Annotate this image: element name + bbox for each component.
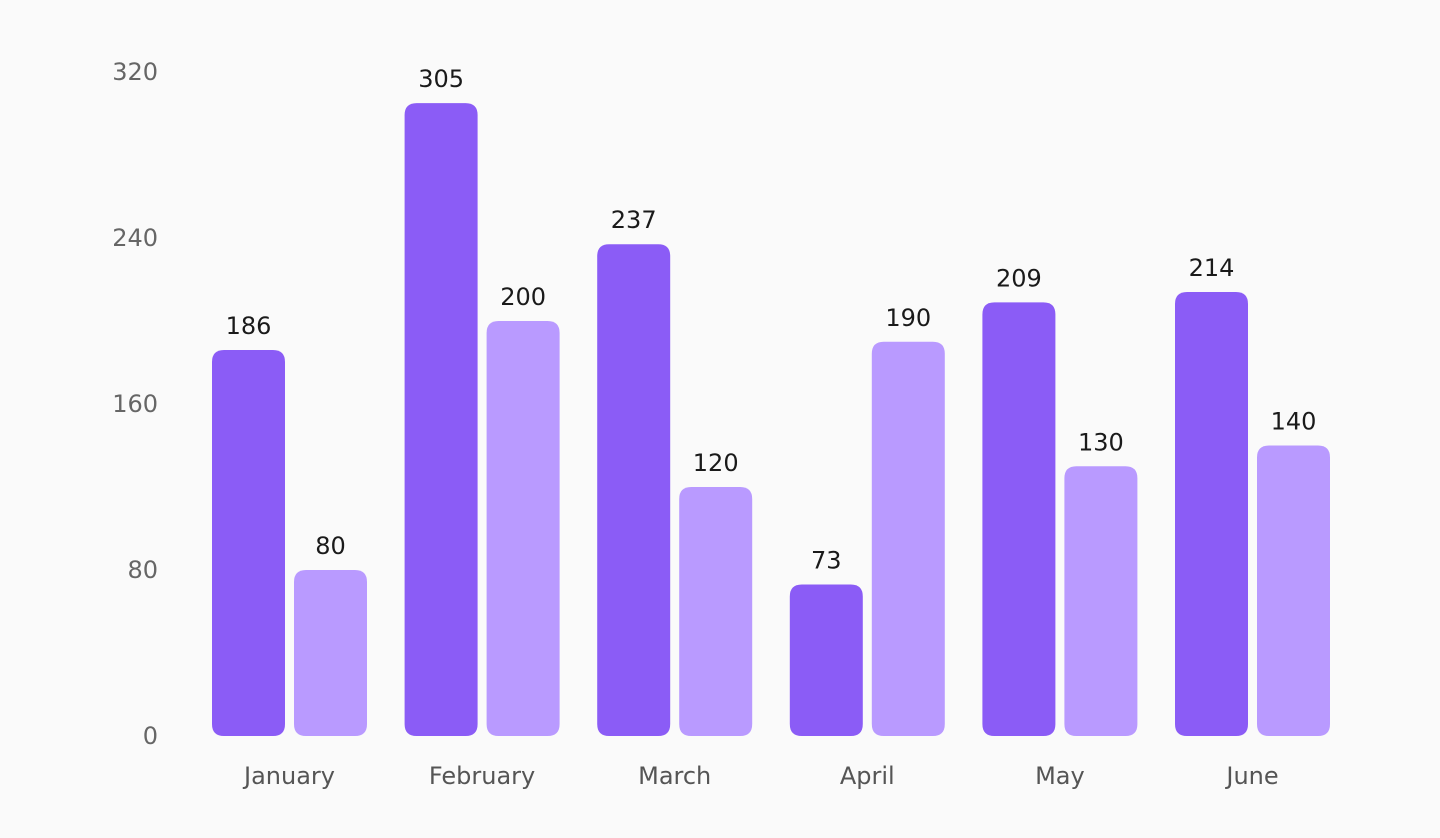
bars-group (212, 103, 1330, 736)
bar-february-series-2[interactable] (486, 321, 560, 736)
bar-february-series-1[interactable] (404, 103, 478, 736)
y-tick-label: 160 (112, 390, 158, 418)
bar-may-series-2[interactable] (1064, 466, 1138, 736)
data-label: 80 (315, 532, 346, 560)
y-tick-label: 80 (127, 556, 158, 584)
bar-april-series-2[interactable] (871, 341, 945, 736)
data-label: 186 (226, 312, 272, 340)
data-label: 130 (1078, 428, 1124, 456)
x-tick-label: January (242, 762, 335, 790)
y-tick-label: 0 (143, 722, 158, 750)
bar-april-series-1[interactable] (789, 584, 863, 736)
x-tick-label: June (1224, 762, 1278, 790)
bar-january-series-2[interactable] (294, 570, 367, 736)
data-label: 200 (500, 283, 546, 311)
x-tick-label: February (429, 762, 535, 790)
x-axis: January February March April May June (242, 762, 1279, 790)
bar-march-series-1[interactable] (597, 244, 671, 736)
data-label: 120 (693, 449, 739, 477)
bar-january-series-1[interactable] (212, 350, 285, 736)
data-label: 140 (1271, 408, 1317, 436)
data-labels-group: 186 80 305 200 237 120 73 190 209 130 214 140 (226, 65, 1317, 574)
bar-march-series-2[interactable] (679, 487, 753, 736)
data-label: 73 (811, 547, 842, 575)
x-tick-label: May (1035, 762, 1085, 790)
data-label: 305 (418, 65, 464, 93)
data-label: 237 (611, 206, 657, 234)
data-label: 214 (1189, 254, 1235, 282)
x-tick-label: April (840, 762, 895, 790)
bar-june-series-2[interactable] (1257, 445, 1330, 737)
data-label: 190 (885, 304, 931, 332)
bar-may-series-1[interactable] (982, 302, 1056, 736)
data-label: 209 (996, 264, 1042, 292)
bar-june-series-1[interactable] (1175, 291, 1248, 736)
x-tick-label: March (638, 762, 711, 790)
y-tick-label: 320 (112, 58, 158, 86)
y-axis: 0 80 160 240 320 (112, 58, 158, 750)
y-tick-label: 240 (112, 224, 158, 252)
